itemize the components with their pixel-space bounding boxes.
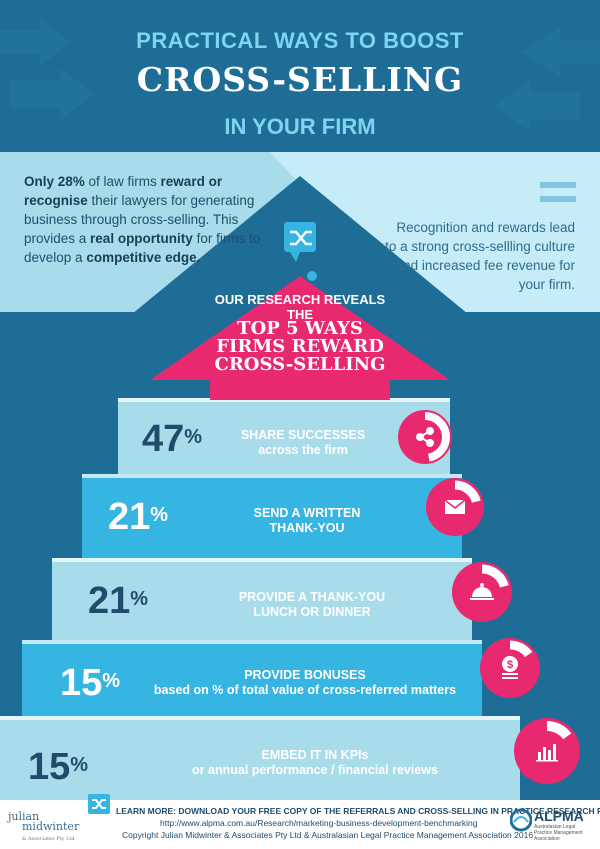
intro-left-part-2: of law firms xyxy=(84,174,161,189)
brand-line-3: & Associates Pty Ltd xyxy=(22,836,75,842)
cloche-icon xyxy=(470,583,494,600)
money-icon: $ xyxy=(502,656,518,679)
top5-heading: TOP 5 WAYS FIRMS REWARD CROSS-SELLING xyxy=(200,320,400,374)
decorative-arrows-left-icon xyxy=(0,18,95,120)
title-line-3: IN YOUR FIRM xyxy=(224,114,376,139)
envelope-icon xyxy=(444,499,466,514)
step-5-desc: EMBED IT IN KPIs or annual performance /… xyxy=(180,748,450,778)
pink-arrow xyxy=(150,276,450,400)
share-icon xyxy=(416,427,434,447)
top5-line-1: TOP 5 WAYS xyxy=(237,318,363,339)
step-2-number: 21 xyxy=(108,496,151,538)
shuffle-bubble-icon xyxy=(284,222,317,281)
footer-shuffle-icon xyxy=(88,794,110,814)
learn-more-text: LEARN MORE: DOWNLOAD YOUR FREE COPY OF T… xyxy=(116,806,600,816)
intro-left-part-7: competitive edge. xyxy=(86,250,201,265)
svg-text:$: $ xyxy=(507,659,513,671)
step-2-desc: SEND A WRITTEN THANK-YOU xyxy=(222,506,392,536)
step-3-unit: % xyxy=(130,588,149,610)
top5-line-2: FIRMS REWARD xyxy=(216,336,384,357)
step-2-value: 21% xyxy=(108,498,168,536)
brand-line-2: midwinter xyxy=(22,820,80,833)
intro-left-part-1: Only 28% xyxy=(24,174,85,189)
step-1-desc: SHARE SUCCESSES across the firm xyxy=(218,428,388,458)
step-3-number: 21 xyxy=(88,580,131,622)
step-3-desc: PROVIDE A THANK-YOU LUNCH OR DINNER xyxy=(222,590,402,620)
step-4-title: PROVIDE BONUSES xyxy=(244,668,366,682)
title-line-2: CROSS-SELLING xyxy=(136,60,464,99)
step-5-number: 15 xyxy=(28,746,71,788)
step-5-unit: % xyxy=(70,754,89,776)
alpma-subtitle: Australasian Legal Practice Management A… xyxy=(534,824,583,842)
step-3-title: PROVIDE A THANK-YOU xyxy=(238,590,386,604)
step-5-subtitle: or annual performance / financial review… xyxy=(192,763,438,777)
alpma-wordmark: ALPMA xyxy=(534,808,584,824)
step-3-subtitle: LUNCH OR DINNER xyxy=(253,605,371,619)
intro-left: Only 28% of law firms reward or recognis… xyxy=(24,172,264,267)
step-1-subtitle: across the firm xyxy=(258,443,348,457)
step-5-ring xyxy=(514,718,580,784)
top5-line-3: CROSS-SELLING xyxy=(214,354,386,375)
intro-left-part-4: their lawyers for generating business th… xyxy=(24,193,255,246)
julian-midwinter-logo: julian midwinter & Associates Pty Ltd xyxy=(8,810,80,844)
equals-icon xyxy=(540,182,576,202)
intro-left-part-6: for firms to develop a xyxy=(24,231,261,265)
step-1-ring xyxy=(398,410,452,464)
alpma-logo-icon xyxy=(510,808,532,832)
step-1-number: 47 xyxy=(142,418,185,460)
step-5-title: EMBED IT IN KPIs xyxy=(261,748,369,762)
intro-right: Recognition and rewards lead to a strong… xyxy=(385,220,575,292)
decorative-arrows-right-icon xyxy=(495,28,600,132)
step-4-desc: PROVIDE BONUSES based on % of total valu… xyxy=(140,668,470,698)
step-5-value: 15% xyxy=(28,748,88,786)
step-2-subtitle: THANK-YOU xyxy=(269,521,345,535)
step-3-value: 21% xyxy=(88,582,148,620)
step-3-ring xyxy=(452,562,512,622)
step-2-ring xyxy=(426,478,484,536)
step-2-unit: % xyxy=(150,504,169,526)
title-line-1: PRACTICAL WAYS TO BOOST xyxy=(136,28,464,53)
intro-left-part-3: reward or recognise xyxy=(24,174,223,208)
step-4-unit: % xyxy=(102,670,121,692)
research-label: OUR RESEARCH REVEALS THE xyxy=(214,292,386,322)
step-4-number: 15 xyxy=(60,662,103,704)
step-1-value: 47% xyxy=(142,420,202,458)
step-1-title: SHARE SUCCESSES xyxy=(240,428,366,442)
brand-line-1: julian xyxy=(8,810,40,823)
step-2-title: SEND A WRITTEN xyxy=(253,506,361,520)
step-4-subtitle: based on % of total value of cross-refer… xyxy=(153,683,457,697)
report-link[interactable]: http://www.alpma.com.au/Research/marketi… xyxy=(160,818,478,828)
step-4-value: 15% xyxy=(60,664,120,702)
step-4-ring: $ xyxy=(480,638,540,698)
intro-left-part-5: real opportunity xyxy=(90,231,193,246)
step-1-unit: % xyxy=(184,426,203,448)
copyright: Copyright Julian Midwinter & Associates … xyxy=(122,830,534,840)
bar-chart-icon xyxy=(536,744,558,762)
